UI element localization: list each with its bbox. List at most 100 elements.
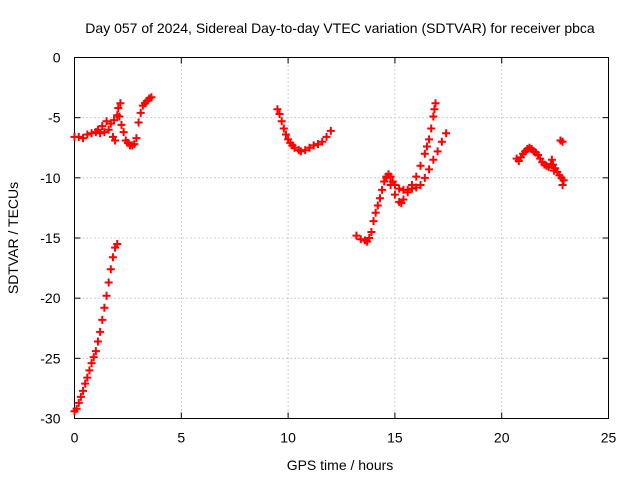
data-point <box>430 105 439 114</box>
data-point <box>290 143 299 152</box>
series-arc-3 <box>273 105 335 156</box>
data-point <box>386 181 395 190</box>
data-point <box>79 386 88 395</box>
data-point <box>104 125 113 134</box>
data-point <box>375 194 384 203</box>
data-point <box>352 231 361 240</box>
y-tick-label: -5 <box>48 110 61 126</box>
data-point <box>429 155 438 164</box>
data-point <box>98 122 107 131</box>
plot-frame <box>74 57 609 419</box>
data-point <box>373 201 382 210</box>
y-tick-label: 0 <box>53 50 61 66</box>
data-point <box>356 235 365 244</box>
data-point <box>412 172 421 181</box>
data-point <box>559 176 568 185</box>
data-point <box>412 183 421 192</box>
x-tick-label: 10 <box>280 430 296 446</box>
data-point <box>277 117 286 126</box>
data-point <box>108 253 117 262</box>
series-arc-4 <box>352 129 451 246</box>
y-tick-label: -15 <box>40 230 60 246</box>
data-point <box>386 172 395 181</box>
data-point <box>104 278 113 287</box>
series-arc-1 <box>70 93 156 150</box>
data-points <box>70 93 568 416</box>
data-point <box>399 195 408 204</box>
series-arc-2 <box>70 240 122 416</box>
data-point <box>322 132 331 141</box>
y-axis-label: SDTVAR / TECUs <box>5 182 21 294</box>
data-point <box>81 379 90 388</box>
data-point <box>74 132 83 141</box>
series-arc-7 <box>556 136 567 146</box>
data-point <box>378 185 387 194</box>
data-point <box>301 146 310 155</box>
data-point <box>433 147 442 156</box>
data-point <box>416 181 425 190</box>
data-point <box>431 99 440 108</box>
data-point <box>115 112 124 121</box>
data-point <box>74 398 83 407</box>
data-point <box>281 130 290 139</box>
series-arc-5 <box>382 99 440 208</box>
data-point <box>113 240 122 249</box>
data-point <box>427 124 436 133</box>
data-point <box>416 161 425 170</box>
data-point <box>93 337 102 346</box>
data-point <box>132 134 141 143</box>
data-point <box>114 104 123 113</box>
data-point <box>116 99 125 108</box>
data-point <box>547 155 556 164</box>
series-arc-6 <box>512 143 568 190</box>
chart-title: Day 057 of 2024, Sidereal Day-to-day VTE… <box>85 20 595 36</box>
data-point <box>91 347 100 356</box>
y-tick-label: -10 <box>40 170 60 186</box>
data-point <box>369 217 378 226</box>
data-point <box>442 129 451 138</box>
grid-lines <box>74 57 609 419</box>
data-point <box>558 137 567 146</box>
data-point <box>85 366 94 375</box>
data-point <box>437 137 446 146</box>
data-point <box>318 137 327 146</box>
x-tick-label: 0 <box>71 430 79 446</box>
x-tick-label: 25 <box>601 430 617 446</box>
data-point <box>296 147 305 156</box>
data-point <box>72 404 81 413</box>
data-point <box>422 142 431 151</box>
data-point <box>558 181 567 190</box>
axis-ticks: 0 5 10 15 20 25 0 -5 -10 -15 -20 -25 -30 <box>40 50 616 446</box>
data-point <box>96 129 105 138</box>
data-point <box>407 181 416 190</box>
data-point <box>314 140 323 149</box>
x-tick-label: 15 <box>387 430 403 446</box>
data-point <box>102 291 111 300</box>
data-point <box>425 165 434 174</box>
data-point <box>273 105 282 114</box>
data-point <box>425 135 434 144</box>
data-point <box>420 173 429 182</box>
x-tick-label: 20 <box>494 430 510 446</box>
data-point <box>371 208 380 217</box>
data-point <box>106 265 115 274</box>
y-tick-label: -20 <box>40 290 60 306</box>
data-point <box>420 149 429 158</box>
data-point <box>279 124 288 133</box>
data-point <box>87 359 96 368</box>
data-point <box>89 353 98 362</box>
data-point <box>365 234 374 242</box>
data-point <box>96 327 105 336</box>
data-point <box>395 184 404 193</box>
data-point <box>326 126 335 135</box>
data-point <box>130 140 139 149</box>
data-point <box>403 188 412 197</box>
y-tick-label: -25 <box>40 350 60 366</box>
data-point <box>119 128 128 137</box>
y-tick-label: -30 <box>40 411 60 427</box>
x-axis-label: GPS time / hours <box>287 457 394 473</box>
x-tick-label: 5 <box>177 430 185 446</box>
data-point <box>367 227 376 236</box>
data-point <box>305 143 314 152</box>
